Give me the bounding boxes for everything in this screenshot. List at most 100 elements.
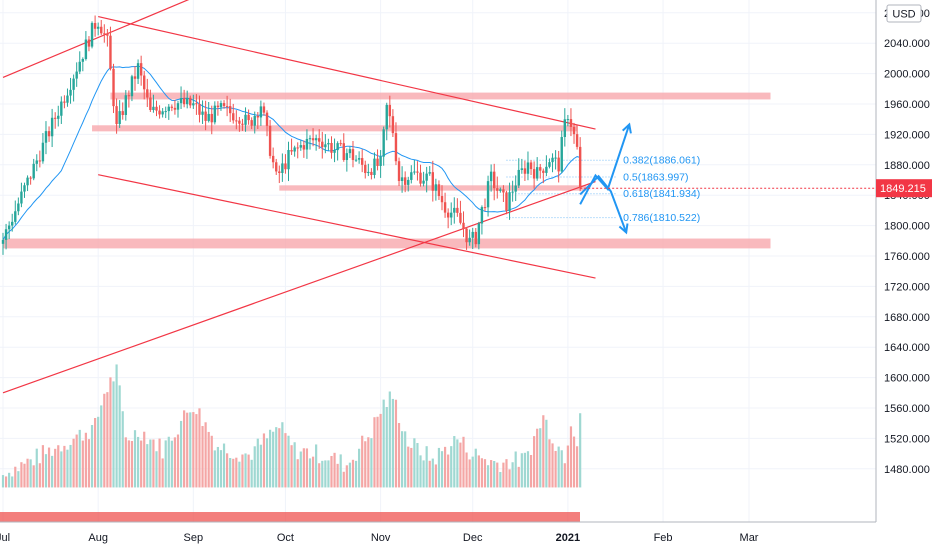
- candle-body: [474, 231, 477, 245]
- price-tick-label: 1960.000: [884, 99, 930, 111]
- volume-bar: [158, 438, 161, 488]
- volume-bar: [198, 408, 201, 488]
- volume-bar: [26, 458, 29, 488]
- candle-body: [477, 223, 481, 245]
- volume-bar: [161, 458, 164, 488]
- candle-body: [4, 229, 8, 240]
- volume-bar: [14, 466, 17, 488]
- candle-body: [493, 171, 496, 189]
- volume-bar: [275, 427, 278, 488]
- price-axis[interactable]: 2080.0002040.0002000.0001960.0001920.000…: [875, 0, 932, 522]
- time-tick-label: Dec: [463, 532, 483, 544]
- volume-bar: [321, 460, 324, 488]
- candle-body: [569, 119, 573, 127]
- volume-bar: [281, 422, 284, 488]
- candle-body: [535, 167, 539, 179]
- currency-badge: [886, 4, 922, 23]
- candle-body: [508, 192, 511, 211]
- volume-bar: [453, 436, 456, 488]
- channel-top-line: [98, 16, 596, 130]
- candle-body: [551, 157, 554, 163]
- time-tick-label: Sep: [184, 532, 204, 544]
- resistance-zone-1970: [110, 92, 771, 100]
- candle-body: [357, 158, 361, 160]
- volume-bar: [97, 416, 100, 488]
- volume-bars: [0, 364, 582, 522]
- time-axis[interactable]: Jul Aug Sep Oct Nov Dec 2021 Feb Mar: [0, 521, 932, 550]
- volume-bar: [471, 456, 474, 488]
- candle-body: [130, 76, 134, 97]
- volume-bar: [391, 398, 394, 488]
- candle-body: [529, 162, 533, 170]
- volume-bar: [72, 438, 75, 488]
- candle-body: [443, 202, 447, 213]
- volume-bar: [47, 447, 51, 488]
- volume-bar: [232, 458, 235, 488]
- price-tick-label: 1880.000: [884, 160, 930, 172]
- candle-body: [60, 101, 63, 116]
- volume-bar: [109, 377, 112, 488]
- candle-body: [511, 191, 514, 193]
- candle-body: [428, 172, 431, 174]
- candle-body: [268, 125, 272, 156]
- candle-body: [225, 105, 229, 107]
- currency-label-group[interactable]: USD: [886, 4, 922, 23]
- volume-bar: [130, 440, 134, 488]
- volume-bar: [75, 434, 78, 488]
- candle-body: [505, 192, 508, 211]
- volume-bar: [155, 451, 158, 488]
- candle-body: [290, 150, 293, 152]
- candle-body: [532, 169, 536, 179]
- candle-body: [149, 97, 152, 110]
- volume-bar: [87, 439, 91, 488]
- last-price-label: 1849.215: [880, 183, 926, 195]
- volume-bar: [373, 417, 376, 488]
- volume-bar: [167, 436, 170, 488]
- candle-body: [388, 104, 392, 117]
- volume-bar: [311, 456, 315, 488]
- candle-body: [333, 150, 336, 153]
- volume-bar: [256, 438, 259, 488]
- candle-body: [502, 189, 505, 193]
- candle-body: [403, 177, 407, 185]
- bullish-projection-arrow-head: [622, 122, 632, 134]
- candle-body: [459, 212, 462, 223]
- volume-bar: [189, 412, 192, 488]
- volume-bar: [35, 448, 38, 488]
- volume-bar: [207, 431, 210, 488]
- candle-body: [256, 115, 260, 118]
- candle-body: [146, 89, 149, 98]
- candle-body: [394, 133, 398, 162]
- volume-bar: [422, 460, 425, 488]
- volume-bar: [545, 419, 548, 488]
- volume-bar: [551, 443, 554, 488]
- price-tick-label: 1920.000: [884, 129, 930, 141]
- candle-body: [155, 106, 158, 111]
- candle-body: [1, 239, 5, 244]
- volume-bar: [520, 453, 523, 488]
- candle-body: [179, 98, 183, 104]
- candle-body: [139, 63, 143, 76]
- volume-bar: [434, 464, 437, 488]
- candle-body: [136, 63, 140, 79]
- candle-body: [281, 163, 284, 173]
- candle-body: [575, 134, 579, 147]
- volume-bar: [419, 455, 422, 488]
- candle-body: [321, 141, 324, 148]
- candle-body: [354, 159, 358, 161]
- volume-bar: [222, 443, 226, 488]
- candle-body: [23, 185, 26, 192]
- volume-bar: [262, 433, 266, 488]
- time-tick-label: Aug: [88, 532, 108, 544]
- candle-body: [78, 61, 81, 72]
- candle-body: [557, 157, 560, 172]
- candle-body: [47, 131, 51, 137]
- volume-bar: [44, 454, 48, 488]
- volume-bar: [143, 431, 146, 488]
- time-tick-label: Oct: [277, 532, 294, 544]
- candle-body: [38, 160, 42, 162]
- last-price-tag: 1849.215: [580, 179, 932, 198]
- volume-bar: [486, 465, 490, 488]
- volume-bar: [170, 440, 173, 488]
